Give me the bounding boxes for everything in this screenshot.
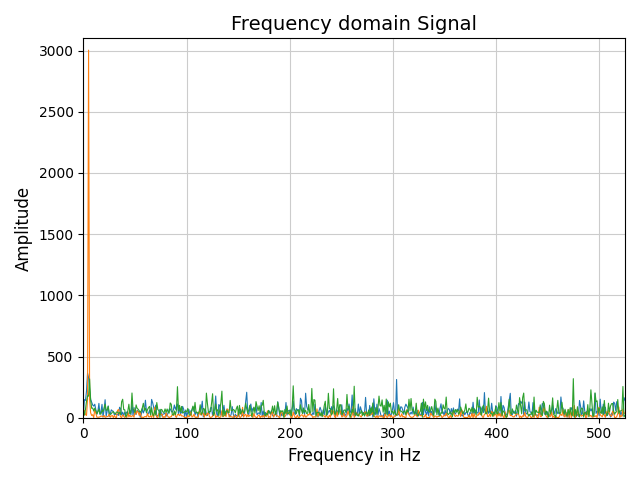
Y-axis label: Amplitude: Amplitude xyxy=(15,185,33,271)
Title: Frequency domain Signal: Frequency domain Signal xyxy=(231,15,477,34)
X-axis label: Frequency in Hz: Frequency in Hz xyxy=(288,447,420,465)
